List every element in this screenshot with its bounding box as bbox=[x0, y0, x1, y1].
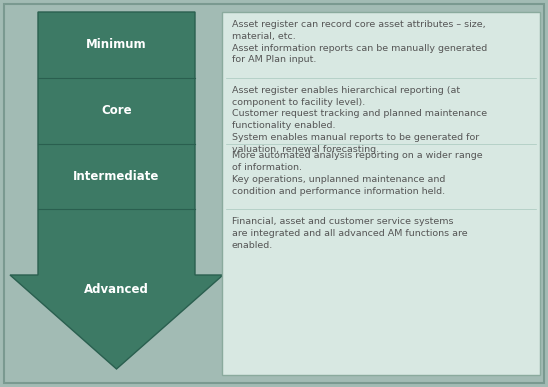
Text: Core: Core bbox=[101, 104, 132, 117]
Text: Financial, asset and customer service systems
are integrated and all advanced AM: Financial, asset and customer service sy… bbox=[232, 217, 467, 250]
Text: More automated analysis reporting on a wider range
of information.
Key operation: More automated analysis reporting on a w… bbox=[232, 151, 483, 196]
Text: Asset register can record core asset attributes – size,
material, etc.
Asset inf: Asset register can record core asset att… bbox=[232, 20, 487, 64]
FancyBboxPatch shape bbox=[4, 4, 544, 383]
Text: Minimum: Minimum bbox=[86, 38, 147, 51]
Text: Asset register enables hierarchical reporting (at
component to facility level).
: Asset register enables hierarchical repo… bbox=[232, 86, 487, 154]
FancyBboxPatch shape bbox=[222, 12, 540, 375]
Text: Intermediate: Intermediate bbox=[73, 170, 159, 183]
Text: Advanced: Advanced bbox=[84, 283, 149, 296]
Polygon shape bbox=[10, 12, 223, 369]
